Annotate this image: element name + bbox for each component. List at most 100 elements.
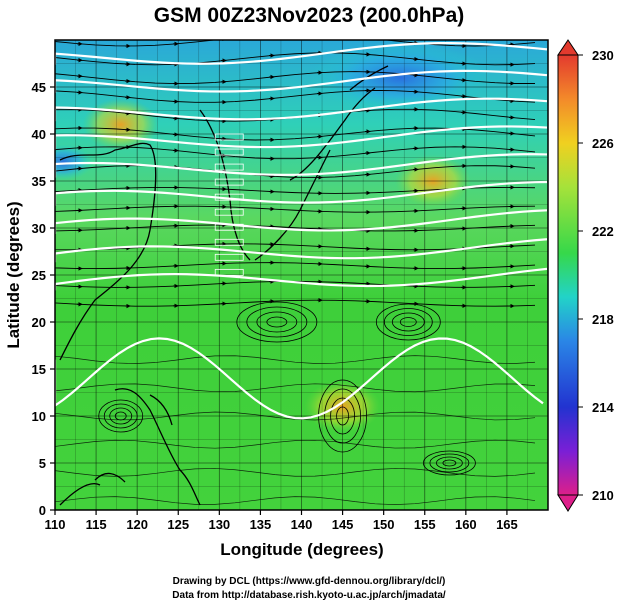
streamline: [55, 355, 536, 364]
x-axis: 110 115 120 125 130 135 140 145 150 155 160 165: [45, 510, 518, 532]
y-tick-label: 20: [32, 315, 46, 330]
cool-spot: [310, 42, 491, 113]
credit-line-1: Drawing by DCL (https://www.gfd-dennou.o…: [173, 576, 446, 587]
chart-title: GSM 00Z23Nov2023 (200.0hPa): [154, 4, 465, 27]
jet-contour: [55, 153, 548, 178]
streamline: [55, 299, 536, 307]
eddy-streamline: [98, 399, 144, 433]
eddy-streamline: [330, 397, 355, 435]
y-tick-label: 45: [32, 80, 46, 95]
streamline: [55, 411, 536, 421]
eddy-streamline: [383, 308, 433, 336]
contour-label-box: [214, 208, 244, 216]
plot-area: [55, 40, 548, 510]
eddy-streamline: [236, 301, 318, 343]
x-tick-label: 110: [45, 517, 66, 532]
eddy-streamline: [442, 459, 457, 467]
colorbar-tick-label: 218: [592, 312, 614, 327]
colorbar-top-cap: [557, 39, 579, 56]
streamline: [55, 496, 536, 505]
y-tick-label: 30: [32, 221, 46, 236]
colorbar-tick-label: 226: [592, 136, 614, 151]
contour-label-box: [214, 238, 244, 246]
y-tick-label: 15: [32, 362, 46, 377]
x-tick-label: 135: [250, 517, 272, 532]
colorbar-bar: [557, 54, 579, 496]
jet-contour: [55, 267, 548, 291]
streamline: [55, 89, 536, 103]
y-axis: 0 5 10 15 20 25 30 35 40 45: [32, 80, 55, 518]
jet-contour: [55, 238, 548, 263]
credit-line-2: Data from http://database.rish.kyoto-u.a…: [172, 590, 446, 601]
y-tick-label: 10: [32, 409, 46, 424]
streamline: [55, 468, 536, 477]
eddy-streamline: [399, 317, 417, 327]
jet-contour: [55, 180, 548, 206]
eddy-streamline: [336, 406, 349, 426]
streamline: [55, 224, 536, 232]
streamline: [55, 165, 536, 179]
y-tick-label: 5: [39, 456, 46, 471]
streamline: [55, 146, 536, 160]
eddy-streamline: [375, 303, 441, 341]
jet-contour: [55, 69, 548, 93]
jet-contour: [55, 42, 548, 65]
coastlines: [59, 65, 389, 506]
streamline: [55, 383, 536, 393]
colorbar-tick-label: 230: [592, 48, 614, 63]
x-tick-label: 140: [291, 517, 313, 532]
x-tick-label: 160: [455, 517, 477, 532]
jet-contours: [55, 42, 548, 420]
x-tick-label: 165: [496, 517, 518, 532]
colorbar-tick-label: 222: [592, 224, 614, 239]
colorbar-bottom-cap: [557, 494, 579, 512]
streamline: [55, 52, 536, 66]
contour-label-box: [214, 253, 244, 261]
warm-spot: [82, 98, 159, 151]
eddy-streamline: [266, 316, 288, 328]
contour-label-box: [214, 193, 244, 201]
contour-label-box: [214, 163, 244, 171]
colorbar-tick-label: 214: [592, 400, 614, 415]
contour-label-box: [214, 223, 244, 231]
x-tick-label: 120: [126, 517, 148, 532]
eddy-streamline: [246, 306, 308, 338]
y-tick-label: 40: [32, 127, 46, 142]
x-tick-label: 150: [373, 517, 395, 532]
x-tick-label: 115: [86, 517, 107, 532]
eddy-streamline: [435, 456, 463, 470]
colorbar-tick-label: 210: [592, 488, 614, 503]
colorbar: 230 226 222 218 214 210: [557, 39, 614, 512]
contour-labels: [214, 133, 244, 276]
eddy-streamline: [256, 311, 298, 333]
streamline: [55, 439, 536, 449]
streamline: [55, 262, 536, 270]
streamline: [55, 205, 536, 213]
y-tick-label: 0: [39, 503, 46, 518]
eddy-streamline: [109, 407, 133, 425]
jet-contour: [55, 337, 544, 420]
eddy-streamline: [391, 312, 425, 332]
y-axis-label: Latitude (degrees): [4, 201, 23, 348]
contour-label-box: [214, 178, 244, 186]
contour-label-box: [214, 148, 244, 156]
y-tick-label: 35: [32, 174, 46, 189]
streamline: [55, 71, 536, 85]
jet-contour: [55, 125, 548, 150]
x-tick-label: 155: [414, 517, 436, 532]
streamline: [55, 243, 536, 251]
x-tick-label: 145: [332, 517, 354, 532]
y-tick-label: 25: [32, 268, 46, 283]
streamline: [55, 40, 536, 47]
x-tick-label: 125: [167, 517, 189, 532]
eddy-streamline: [429, 453, 470, 473]
contour-label-box: [214, 268, 244, 276]
contour-label-box: [214, 133, 244, 141]
x-axis-label: Longitude (degrees): [220, 540, 383, 559]
jet-contour: [55, 97, 548, 122]
jet-contour: [55, 209, 548, 234]
eddy-streamline: [103, 403, 138, 429]
eddy-streamline: [422, 450, 476, 476]
x-tick-label: 130: [208, 517, 230, 532]
